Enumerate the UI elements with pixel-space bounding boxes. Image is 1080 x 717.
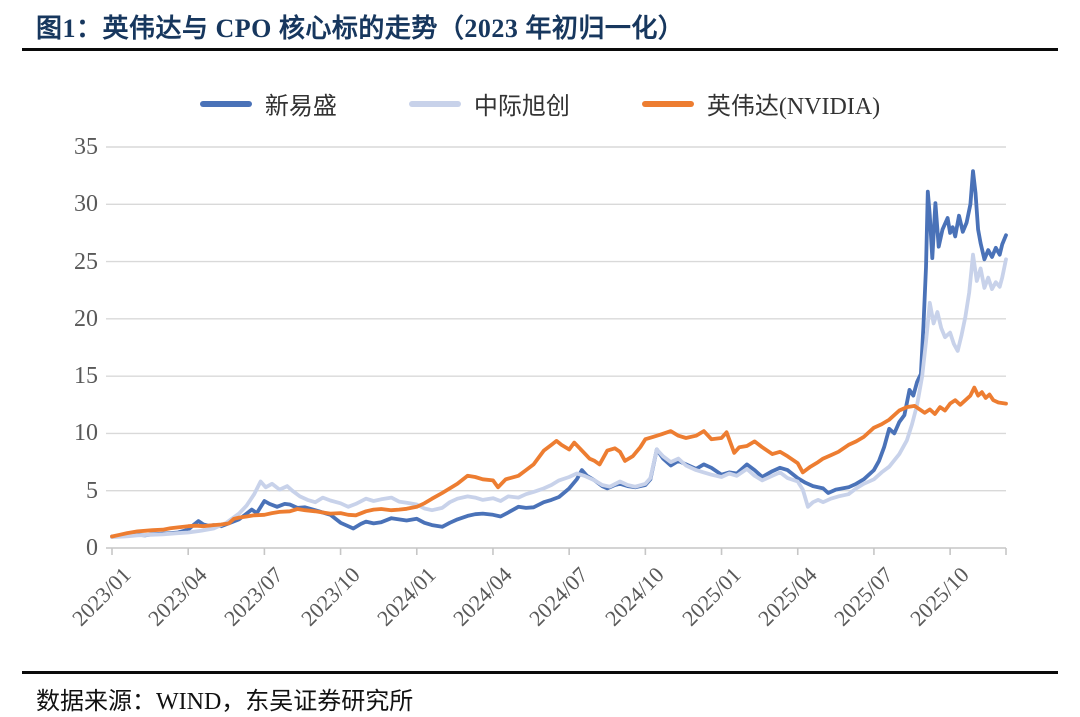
title-divider-rule: [22, 48, 1058, 51]
legend-item-3: 英伟达(NVIDIA): [641, 86, 881, 121]
data-source: 数据来源：WIND，东吴证券研究所: [36, 689, 414, 715]
legend-label-3: 英伟达(NVIDIA): [706, 94, 881, 120]
y-tick-label-0: 0: [86, 535, 98, 561]
y-tick-label-25: 25: [74, 248, 98, 275]
legend-label-2: 中际旭创: [473, 94, 570, 120]
plot-canvas: [106, 146, 1008, 555]
legend-swatch-1: [199, 100, 252, 107]
y-tick-label-35: 35: [74, 134, 98, 160]
legend-item-2: 中际旭创: [408, 86, 570, 121]
source-divider-rule: [22, 671, 1058, 674]
y-tick-label-20: 20: [74, 305, 98, 332]
chart-legend: 新易盛 中际旭创 英伟达(NVIDIA): [0, 86, 1080, 121]
legend-swatch-2: [408, 100, 461, 107]
y-tick-label-5: 5: [86, 477, 98, 504]
line-chart: 新易盛 中际旭创 英伟达(NVIDIA) 0 5 10 15 20 25 30 35 2023/0…: [0, 52, 1080, 667]
series-line-2: [110, 252, 1008, 540]
y-tick-label-10: 10: [74, 420, 98, 447]
legend-item-1: 新易盛: [199, 86, 337, 121]
y-tick-label-30: 30: [74, 191, 98, 218]
legend-swatch-3: [641, 100, 694, 107]
series-line-3: [110, 385, 1008, 539]
legend-label-1: 新易盛: [264, 94, 337, 120]
figure-title: 图1：英伟达与 CPO 核心标的走势（2023 年初归一化）: [36, 14, 685, 43]
y-tick-label-15: 15: [74, 363, 98, 390]
